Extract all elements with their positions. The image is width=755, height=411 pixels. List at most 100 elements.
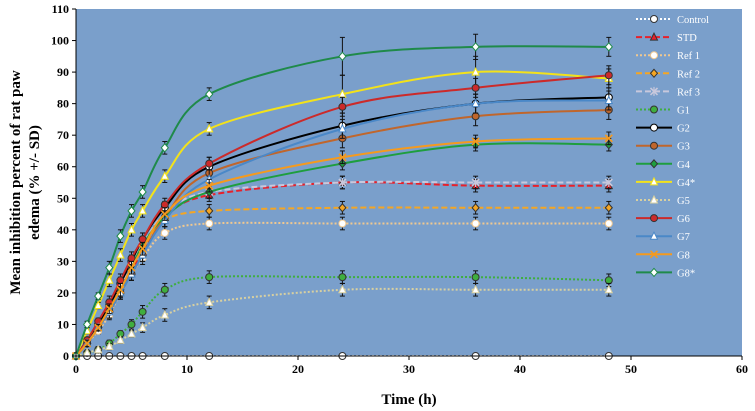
data-point xyxy=(205,206,214,216)
data-point xyxy=(138,307,147,316)
legend-marker xyxy=(649,267,659,278)
data-point xyxy=(105,304,114,313)
x-tick-label: 30 xyxy=(403,362,415,376)
data-point xyxy=(127,206,136,216)
y-tick-label: 30 xyxy=(57,254,69,268)
data-point xyxy=(471,42,480,52)
data-point xyxy=(138,187,147,197)
y-tick-label: 90 xyxy=(57,65,69,79)
legend-item-g7: G7 xyxy=(636,231,690,243)
legend-marker xyxy=(649,159,659,169)
legend-label: STD xyxy=(677,33,697,44)
x-tick-label: 40 xyxy=(514,362,526,376)
data-point xyxy=(82,319,92,330)
data-point xyxy=(116,335,125,344)
legend-item-g5: G5 xyxy=(636,194,690,207)
data-point xyxy=(127,224,136,234)
data-point xyxy=(83,339,92,348)
data-point xyxy=(338,219,347,228)
data-point xyxy=(338,178,347,187)
legend-label: G4* xyxy=(677,178,695,189)
x-tick-label: 60 xyxy=(736,362,748,376)
series-layer xyxy=(71,33,614,361)
legend-label: G7 xyxy=(677,232,690,243)
data-point xyxy=(471,202,480,213)
data-point xyxy=(116,249,125,259)
data-point xyxy=(338,51,347,62)
data-point xyxy=(604,219,613,228)
legend-item-g4-star: G4* xyxy=(636,176,695,189)
data-point xyxy=(160,309,170,319)
tick-labels: 0 10 20 30 40 50 60 70 80 90 100 110 0 10 20 30 40 50 60 xyxy=(51,2,748,376)
data-point xyxy=(205,159,214,168)
data-point xyxy=(471,98,480,108)
data-point xyxy=(94,291,103,301)
data-point xyxy=(160,200,169,209)
legend-marker xyxy=(650,214,658,223)
legend-marker xyxy=(649,231,659,240)
legend-label: G8* xyxy=(677,268,695,279)
data-point xyxy=(116,285,125,294)
data-point xyxy=(104,341,114,351)
data-point xyxy=(160,228,169,237)
legend-label: G3 xyxy=(677,142,690,153)
y-tick-label: 0 xyxy=(63,349,69,363)
data-point xyxy=(471,83,480,92)
legend-item-ref-3: Ref 3 xyxy=(636,86,700,98)
data-point xyxy=(604,71,613,80)
y-axis-label-line1: Mean inhibition percent of rat paw xyxy=(8,70,24,294)
y-tick-label: 40 xyxy=(57,223,69,237)
legend-marker xyxy=(650,15,658,23)
legend-marker xyxy=(649,194,659,204)
x-tick-label: 0 xyxy=(73,362,79,376)
legend-label: Ref 1 xyxy=(677,51,700,62)
data-point xyxy=(127,263,136,272)
legend-label: G6 xyxy=(677,214,690,225)
data-point xyxy=(127,320,136,329)
legend-marker xyxy=(649,68,659,79)
data-point xyxy=(471,137,480,146)
data-point xyxy=(205,219,214,228)
data-point xyxy=(338,123,347,133)
legend-marker xyxy=(649,176,659,186)
series-g4-star xyxy=(71,55,614,360)
series-g8 xyxy=(71,131,613,361)
axes xyxy=(72,8,743,360)
data-point xyxy=(160,143,169,153)
data-point xyxy=(116,231,125,241)
legend-label: G8 xyxy=(677,250,690,261)
data-point xyxy=(138,235,147,244)
x-axis-label: Time (h) xyxy=(381,392,436,408)
legend-marker xyxy=(650,141,658,150)
y-tick-label: 100 xyxy=(51,34,69,48)
data-point xyxy=(604,134,613,143)
legend-label: G2 xyxy=(677,124,690,135)
legend-item-std: STD xyxy=(636,31,697,44)
y-tick-label: 50 xyxy=(57,191,69,205)
legend-item-ref-2: Ref 2 xyxy=(636,68,700,80)
y-tick-label: 80 xyxy=(57,97,69,111)
data-point xyxy=(338,284,347,294)
data-point xyxy=(604,276,613,285)
data-point xyxy=(338,153,347,162)
data-point xyxy=(138,322,147,332)
legend-label: G1 xyxy=(677,106,690,117)
data-point xyxy=(604,42,613,52)
data-point xyxy=(160,171,170,180)
legend-marker xyxy=(649,86,659,96)
legend-marker xyxy=(650,51,658,60)
data-point xyxy=(93,300,103,310)
y-tick-label: 110 xyxy=(52,2,69,16)
data-point xyxy=(604,95,614,104)
data-point xyxy=(604,178,613,187)
data-point xyxy=(116,276,125,285)
data-point xyxy=(338,273,347,282)
data-point xyxy=(471,66,480,76)
data-point xyxy=(93,344,103,354)
x-tick-label: 20 xyxy=(292,362,304,376)
legend-item-g8-star: G8* xyxy=(636,267,695,279)
data-point xyxy=(604,284,614,294)
legend-label: G5 xyxy=(677,196,690,207)
data-point xyxy=(205,273,214,282)
